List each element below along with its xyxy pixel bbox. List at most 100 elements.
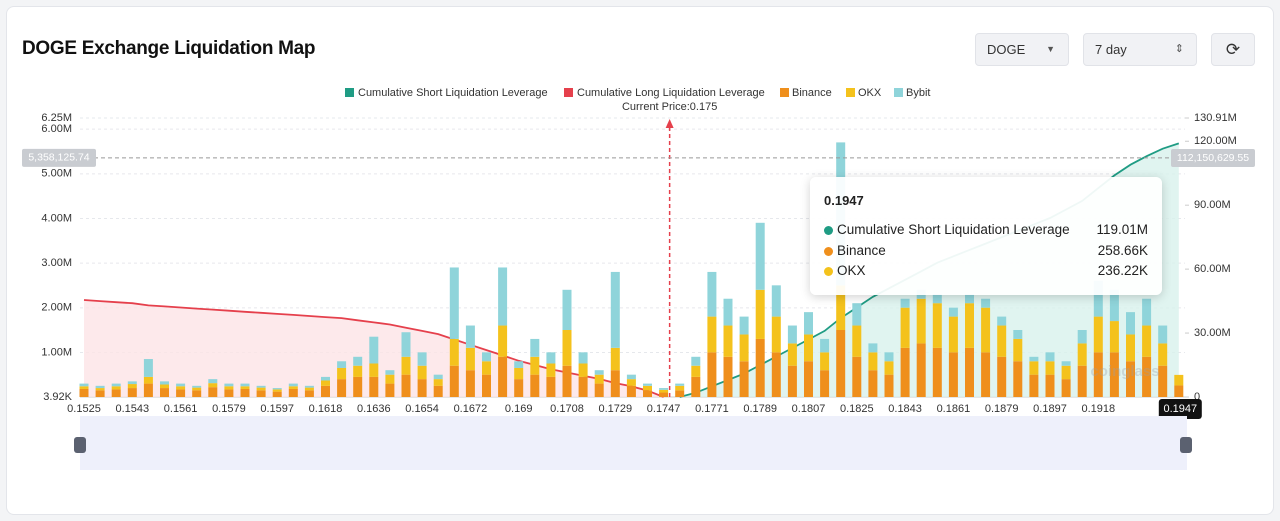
bar-segment bbox=[208, 379, 218, 384]
x-tick-label: 0.1543 bbox=[115, 403, 149, 415]
bar-segment bbox=[192, 385, 202, 388]
y2-tick-label: 60.00M bbox=[1194, 263, 1231, 275]
x-tick-label: 0.1747 bbox=[647, 403, 681, 415]
x-tick-label: 0.1947 bbox=[1163, 403, 1197, 415]
symbol-select[interactable]: DOGE ▼ bbox=[975, 33, 1069, 66]
legend-label: Bybit bbox=[906, 87, 930, 99]
tooltip-value: 119.01M bbox=[1096, 222, 1148, 237]
bar-segment bbox=[465, 347, 475, 371]
bar-segment bbox=[176, 386, 186, 390]
bar-segment bbox=[723, 356, 733, 397]
x-tick-label: 0.1807 bbox=[792, 403, 826, 415]
spinner-arrows: ⇕ bbox=[1174, 43, 1184, 55]
refresh-button[interactable]: ⟳ bbox=[1211, 33, 1255, 66]
bar-segment bbox=[272, 391, 282, 397]
bar-segment bbox=[160, 381, 169, 385]
bar-segment bbox=[1142, 298, 1152, 326]
bar-segment bbox=[997, 356, 1007, 397]
bar-segment bbox=[771, 285, 781, 317]
bar-segment bbox=[562, 289, 572, 330]
range-slider bbox=[80, 416, 1187, 470]
bar-segment bbox=[659, 392, 669, 397]
bar-segment bbox=[1013, 338, 1023, 362]
bar-segment bbox=[1013, 329, 1023, 339]
bar-segment bbox=[1045, 352, 1055, 362]
bar-segment bbox=[675, 390, 685, 397]
bar-segment bbox=[965, 303, 974, 348]
bar-segment bbox=[1126, 361, 1135, 397]
y-tick-label: 5.00M bbox=[41, 168, 72, 180]
bar-segment bbox=[562, 329, 572, 366]
bar-segment bbox=[224, 389, 234, 397]
bar-segment bbox=[948, 316, 958, 353]
dropdown-arrow: ▼ bbox=[1046, 44, 1055, 54]
bar-segment bbox=[787, 343, 797, 366]
bar-segment bbox=[1109, 352, 1119, 397]
x-tick-label: 0.1771 bbox=[695, 403, 729, 415]
bar-segment bbox=[401, 332, 411, 357]
bar-segment bbox=[192, 387, 202, 391]
bar-segment bbox=[433, 385, 443, 397]
bar-segment bbox=[95, 390, 105, 397]
bar-segment bbox=[111, 386, 121, 390]
bar-segment bbox=[675, 383, 685, 386]
bar-segment bbox=[707, 316, 717, 353]
y2-tick-label: 130.91M bbox=[1194, 112, 1237, 124]
bar-segment bbox=[755, 338, 765, 397]
bar-segment bbox=[626, 379, 636, 386]
legend-swatch bbox=[564, 88, 573, 97]
y2-tick-label: 0 bbox=[1194, 391, 1200, 403]
bar-segment bbox=[1013, 361, 1023, 397]
bar-segment bbox=[884, 374, 894, 397]
bar-segment bbox=[369, 376, 379, 397]
slider-handle bbox=[74, 437, 86, 453]
bar-segment bbox=[932, 294, 942, 304]
y2-tick-label: 120.00M bbox=[1194, 135, 1237, 147]
bar-segment bbox=[868, 343, 878, 353]
bar-layer bbox=[79, 142, 1184, 397]
bar-segment bbox=[160, 384, 169, 389]
bar-segment bbox=[240, 388, 250, 397]
range-select[interactable]: 7 day ⇕ bbox=[1083, 33, 1197, 66]
bar-segment bbox=[417, 379, 427, 397]
bar-segment bbox=[321, 376, 330, 381]
bar-segment bbox=[127, 384, 137, 389]
bar-segment bbox=[240, 386, 250, 389]
bar-segment bbox=[1029, 356, 1039, 362]
bar-segment bbox=[626, 385, 636, 397]
bar-segment bbox=[79, 388, 89, 397]
bar-segment bbox=[385, 370, 395, 375]
bar-segment bbox=[997, 325, 1007, 357]
bar-segment bbox=[514, 379, 524, 397]
bar-segment bbox=[900, 347, 910, 397]
bar-segment bbox=[514, 367, 524, 380]
bar-segment bbox=[498, 356, 508, 397]
bar-segment bbox=[981, 298, 991, 308]
bar-segment bbox=[465, 325, 475, 348]
bar-segment bbox=[1077, 343, 1087, 366]
bar-segment bbox=[79, 383, 89, 387]
bar-segment bbox=[578, 352, 588, 364]
bar-segment bbox=[755, 289, 765, 339]
bar-segment bbox=[240, 383, 250, 387]
bar-segment bbox=[787, 325, 797, 344]
bar-segment bbox=[900, 298, 910, 308]
tooltip-row: OKX 236.22K bbox=[824, 263, 1148, 281]
bar-segment bbox=[916, 343, 926, 397]
bar-segment bbox=[1158, 343, 1168, 366]
bar-segment bbox=[449, 365, 459, 397]
legend-swatch bbox=[894, 88, 903, 97]
bar-segment bbox=[288, 386, 298, 389]
bar-segment bbox=[127, 388, 137, 397]
bar-segment bbox=[417, 365, 427, 380]
bar-segment bbox=[256, 385, 266, 388]
bar-segment bbox=[321, 385, 330, 397]
bar-segment bbox=[643, 383, 652, 386]
bar-segment bbox=[675, 385, 685, 391]
bar-segment bbox=[1158, 325, 1168, 344]
bar-segment bbox=[820, 370, 830, 397]
bar-segment bbox=[1045, 361, 1055, 375]
bar-segment bbox=[337, 361, 347, 368]
bar-segment bbox=[562, 365, 572, 397]
bar-segment bbox=[948, 352, 958, 397]
